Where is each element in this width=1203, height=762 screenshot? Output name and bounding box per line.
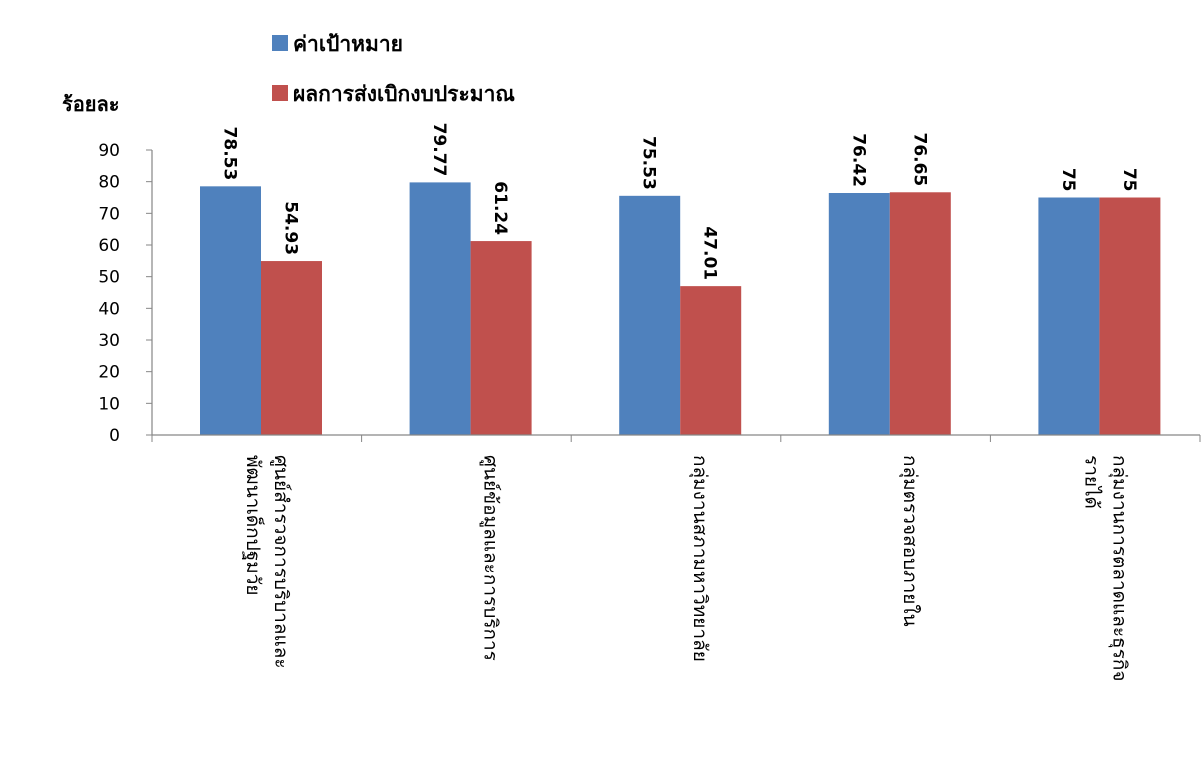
y-tick-label: 40 [98,299,120,319]
category-label-0-1: พัฒนาเด็กปฐมวัย [242,455,266,596]
bar-1-2 [680,286,742,435]
axes [146,149,1201,442]
data-label-1-0: 54.93 [281,201,301,255]
category-label-1-0: ศูนย์ข้อมูลและการบริการ [480,455,502,661]
bar-0-4 [1038,197,1100,435]
data-label-0-4: 75 [1058,168,1078,192]
y-tick-label: 20 [98,363,120,383]
legend-label-0: ค่าเป้าหมาย [293,32,403,56]
category-label-2-0: กลุ่มงานสภามหาวิทยาลัย [688,455,711,662]
legend-swatch-1 [272,85,288,101]
data-label-1-3: 76.65 [909,132,929,186]
legend-label-1: ผลการส่งเบิกงบประมาณ [293,82,515,106]
category-label-0-0: ศูนย์สำรวจการบริบาลและ [270,455,292,669]
data-label-0-0: 78.53 [220,127,240,181]
y-tick-label: 80 [98,173,120,193]
data-labels: 78.53 54.93 79.77 61.24 75.53 47.01 76.42 76.65… [220,123,1139,281]
y-axis-ticks: 0 10 20 30 40 50 60 70 80 90 [98,141,120,446]
y-tick-label: 10 [98,394,120,414]
data-label-1-1: 61.24 [490,181,510,235]
y-tick-label: 60 [98,236,120,256]
y-tick-label: 0 [109,426,120,446]
bar-0-3 [828,193,890,435]
data-label-0-2: 75.53 [639,136,659,190]
bar-0-1 [409,182,471,435]
bar-0-0 [200,186,261,435]
y-tick-label: 70 [98,204,120,224]
data-label-1-2: 47.01 [700,226,720,280]
y-tick-label: 30 [98,331,120,351]
y-tick-label: 90 [98,141,120,161]
bar-0-2 [619,195,681,435]
y-axis-label: ร้อยละ [62,92,119,116]
data-label-0-3: 76.42 [848,133,868,187]
category-label-4-1: รายได้ [1080,455,1102,509]
bars [200,182,1161,435]
data-label-1-4: 75 [1119,168,1139,192]
bar-1-4 [1099,197,1161,435]
category-label-4-0: กลุ่มงานการตลาดและธุรกิจ [1107,455,1130,682]
bar-1-1 [470,241,532,435]
y-tick-label: 50 [98,268,120,288]
category-label-3-0: กลุ่มตรวจสอบภายใน [898,455,921,627]
bar-1-3 [889,192,951,435]
legend-swatch-0 [272,35,288,51]
data-label-0-1: 79.77 [429,123,449,177]
bar-1-0 [261,261,322,435]
